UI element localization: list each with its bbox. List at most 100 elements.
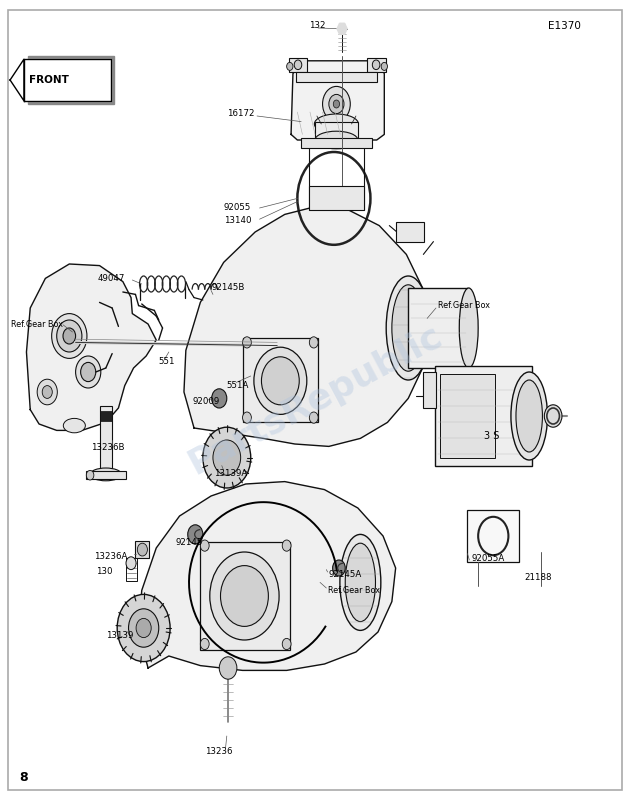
Polygon shape	[24, 59, 111, 101]
Circle shape	[212, 389, 227, 408]
Bar	[467, 510, 519, 562]
Circle shape	[126, 557, 136, 570]
Circle shape	[333, 100, 340, 108]
Bar	[423, 372, 436, 408]
Ellipse shape	[90, 468, 122, 481]
Circle shape	[243, 412, 251, 423]
Polygon shape	[337, 23, 342, 29]
Circle shape	[544, 405, 562, 427]
Text: FRONT: FRONT	[29, 75, 69, 85]
Bar	[126, 558, 137, 581]
Text: Ref.Gear Box: Ref.Gear Box	[11, 320, 64, 330]
Text: Ref.Gear Box: Ref.Gear Box	[438, 301, 490, 310]
Ellipse shape	[392, 285, 425, 371]
Bar	[296, 72, 377, 82]
Polygon shape	[337, 29, 342, 34]
Circle shape	[372, 60, 380, 70]
Bar	[396, 222, 424, 242]
Text: Ref.Gear Box: Ref.Gear Box	[328, 586, 380, 595]
Circle shape	[136, 618, 151, 638]
Text: 16172: 16172	[227, 109, 255, 118]
Text: 13236: 13236	[205, 747, 233, 757]
Text: 13236A: 13236A	[94, 552, 128, 562]
Bar	[289, 58, 307, 72]
Polygon shape	[28, 56, 114, 104]
Circle shape	[117, 594, 170, 662]
Circle shape	[137, 543, 147, 556]
Bar	[367, 58, 386, 72]
Polygon shape	[184, 206, 430, 446]
Ellipse shape	[340, 534, 381, 630]
Text: 3 S: 3 S	[484, 431, 499, 441]
Text: 92145: 92145	[175, 538, 202, 547]
Circle shape	[329, 94, 344, 114]
Circle shape	[200, 638, 209, 650]
Circle shape	[42, 386, 52, 398]
Circle shape	[76, 356, 101, 388]
Ellipse shape	[63, 418, 86, 433]
Bar	[100, 406, 112, 474]
Bar	[243, 338, 318, 422]
Circle shape	[63, 328, 76, 344]
Polygon shape	[139, 482, 396, 670]
Text: 92055A: 92055A	[471, 554, 505, 563]
Bar	[301, 138, 372, 148]
Bar	[200, 542, 290, 650]
Bar	[100, 411, 112, 421]
Circle shape	[282, 540, 291, 551]
Text: 21188: 21188	[524, 573, 552, 582]
Bar	[309, 186, 364, 210]
Polygon shape	[342, 23, 347, 29]
Circle shape	[213, 440, 241, 475]
Ellipse shape	[345, 543, 375, 622]
Circle shape	[287, 62, 293, 70]
Text: 8: 8	[19, 771, 28, 784]
Bar	[440, 374, 495, 458]
Circle shape	[254, 347, 307, 414]
Text: 132: 132	[309, 21, 325, 30]
Polygon shape	[342, 29, 347, 34]
Circle shape	[57, 320, 82, 352]
Bar	[408, 288, 468, 368]
Text: 551: 551	[159, 357, 175, 366]
Ellipse shape	[315, 131, 358, 149]
Text: 92145A: 92145A	[329, 570, 362, 579]
Circle shape	[381, 62, 387, 70]
Ellipse shape	[516, 380, 542, 452]
Circle shape	[219, 657, 237, 679]
Text: 551A: 551A	[227, 381, 249, 390]
Circle shape	[200, 540, 209, 551]
Circle shape	[188, 525, 203, 544]
Polygon shape	[340, 23, 345, 29]
Text: E1370: E1370	[548, 21, 581, 30]
Circle shape	[333, 560, 345, 576]
Bar	[135, 541, 149, 558]
Bar	[435, 366, 532, 466]
Circle shape	[222, 662, 234, 678]
Text: 13139: 13139	[106, 631, 133, 641]
Circle shape	[323, 86, 350, 122]
Circle shape	[203, 427, 251, 488]
Circle shape	[52, 314, 87, 358]
Circle shape	[282, 638, 291, 650]
Polygon shape	[340, 29, 345, 34]
Text: 13140: 13140	[224, 216, 251, 226]
Circle shape	[243, 337, 251, 348]
Polygon shape	[26, 264, 156, 430]
Circle shape	[86, 470, 94, 480]
Text: 13236B: 13236B	[91, 443, 125, 453]
Circle shape	[309, 412, 318, 423]
Circle shape	[261, 357, 299, 405]
Text: PartsRepublic: PartsRepublic	[182, 318, 448, 482]
Ellipse shape	[459, 288, 478, 368]
Text: 92009: 92009	[192, 397, 219, 406]
Bar	[86, 471, 126, 479]
Text: 92145B: 92145B	[211, 283, 244, 293]
Circle shape	[210, 552, 279, 640]
Ellipse shape	[386, 276, 430, 380]
Text: 13139A: 13139A	[214, 469, 248, 478]
Polygon shape	[10, 59, 24, 101]
Bar	[315, 122, 358, 140]
Circle shape	[220, 566, 268, 626]
Circle shape	[129, 609, 159, 647]
